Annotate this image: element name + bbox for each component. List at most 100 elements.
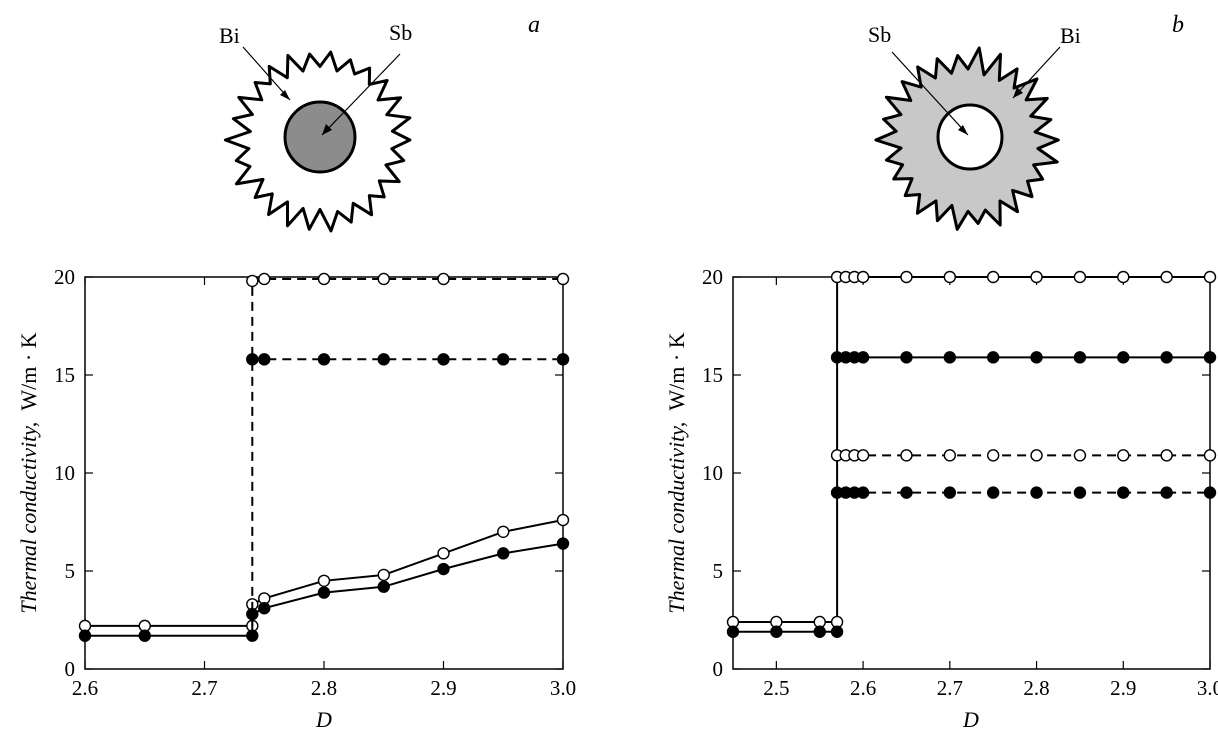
- chart-a-data-point: [437, 272, 450, 286]
- chart-b-series: [726, 270, 1217, 638]
- chart-b-data-point: [830, 625, 844, 638]
- chart-b-xtick-label: 2.9: [1110, 676, 1136, 700]
- chart-a-data-point: [258, 353, 271, 366]
- chart-b-data-point: [1160, 270, 1173, 284]
- chart-a-data-point: [138, 629, 151, 642]
- chart-b-data-point: [986, 486, 1000, 499]
- chart-b-data-point: [770, 625, 783, 638]
- chart-b-data-point: [943, 449, 957, 462]
- chart-b-data-point: [1117, 449, 1130, 462]
- inset-b-inner-arrow: [891, 51, 969, 136]
- inset-a-outer-arrowhead: [280, 90, 290, 100]
- chart-a-data-point: [258, 602, 271, 615]
- chart-a-xtick-label: 2.9: [430, 676, 456, 700]
- inset-a: Bi Sb a: [219, 12, 540, 233]
- chart-b-data-point: [943, 351, 957, 364]
- chart-b-data-point: [900, 486, 913, 499]
- chart-b-ytick-label: 10: [702, 461, 723, 485]
- chart-b-data-point: [1030, 449, 1043, 462]
- chart-b-data-point: [900, 449, 913, 462]
- chart-b-data-point: [1203, 449, 1217, 462]
- chart-a-ylabel-italic: Thermal conductivity,: [16, 422, 41, 614]
- chart-b-data-point: [943, 486, 957, 499]
- inset-a-inner-arrow: [321, 53, 401, 136]
- chart-b-data-point: [726, 625, 740, 638]
- chart-a-data-point: [246, 274, 259, 288]
- chart-a-ytick-label: 10: [54, 461, 75, 485]
- chart-b-data-point: [986, 270, 1000, 284]
- chart-b-data-point: [1160, 351, 1173, 364]
- chart-b-data-point: [1160, 449, 1173, 462]
- inset-b-inner-arrowhead: [958, 125, 968, 135]
- chart-b-data-point: [856, 270, 870, 284]
- chart-a-data-point: [377, 580, 390, 593]
- chart-a-ytick-label: 0: [65, 657, 76, 681]
- chart-a-data-point: [556, 513, 570, 527]
- chart-b-data-point: [1203, 351, 1217, 364]
- chart-a-axes: 2.6 2.7 2.8 2.9 3.0 0 5 10 15 20: [54, 265, 576, 700]
- chart-b-ytick-label: 20: [702, 265, 723, 289]
- chart-a-data-point: [258, 272, 271, 286]
- chart-b-data-point: [856, 351, 870, 364]
- chart-b-ylabel: Thermal conductivity, W/m · K: [664, 332, 689, 613]
- inset-a-inner-label: Sb: [389, 20, 412, 45]
- chart-b-ylabel-italic: Thermal conductivity,: [664, 422, 689, 614]
- chart-a-series-line: [251, 278, 563, 626]
- chart-a-xtick-label: 3.0: [550, 676, 576, 700]
- chart-a-data-point: [377, 272, 390, 286]
- chart-b-xtick-label: 2.5: [763, 676, 789, 700]
- inset-b-core: [936, 103, 1004, 171]
- inset-a-outer-arrow: [242, 46, 291, 101]
- chart-a-data-point: [497, 353, 510, 366]
- chart-b: 2.5 2.6 2.7 2.8 2.9 3.0 0 5 10 15 20 D Thermal con…: [664, 265, 1218, 732]
- chart-a-data-point: [246, 353, 259, 366]
- chart-a-data-point: [317, 353, 331, 366]
- chart-a-data-point: [377, 568, 390, 582]
- chart-b-xtick-label: 3.0: [1197, 676, 1218, 700]
- chart-b-data-point: [1160, 486, 1173, 499]
- chart-b-data-point: [1073, 486, 1087, 499]
- chart-a-series: [78, 272, 570, 642]
- inset-b-outer-arrowhead: [1013, 87, 1023, 98]
- chart-b-series-line: [733, 277, 839, 623]
- inset-a-outer-label: Bi: [219, 23, 240, 48]
- chart-b-data-point: [1073, 270, 1087, 284]
- chart-a-series-line: [85, 519, 564, 627]
- chart-b-data-point: [900, 270, 913, 284]
- chart-b-data-point: [943, 270, 957, 284]
- chart-a-data-point: [556, 272, 570, 286]
- chart-b-frame: [732, 276, 1211, 670]
- inset-a-core: [283, 100, 357, 174]
- chart-a-data-point: [317, 272, 331, 286]
- chart-a-series-line: [85, 542, 564, 637]
- chart-b-data-point: [1030, 486, 1043, 499]
- chart-a-data-point: [317, 574, 331, 587]
- inset-b: Sb Bi b: [868, 12, 1184, 231]
- chart-a-data-point: [437, 353, 450, 366]
- chart-b-data-point: [1203, 486, 1217, 499]
- chart-b-data-point: [1117, 486, 1130, 499]
- inset-b-outer-label: Bi: [1060, 23, 1081, 48]
- chart-b-data-point: [813, 625, 826, 638]
- chart-b-data-point: [986, 351, 1000, 364]
- panel-b-letter: b: [1172, 12, 1184, 38]
- chart-a-ytick-label: 5: [65, 559, 76, 583]
- chart-b-ytick-label: 5: [713, 559, 724, 583]
- chart-b-data-point: [1030, 351, 1043, 364]
- chart-b-xlabel: D: [962, 707, 979, 732]
- chart-b-data-point: [1073, 449, 1087, 462]
- chart-a-xtick-label: 2.8: [311, 676, 337, 700]
- chart-b-ytick-label: 0: [713, 657, 724, 681]
- chart-a-data-point: [497, 525, 510, 538]
- chart-b-ylabel-unit: W/m · K: [664, 332, 689, 410]
- chart-a-data-point: [556, 537, 570, 550]
- chart-b-ytick-label: 15: [702, 363, 723, 387]
- chart-b-data-point: [1203, 270, 1217, 284]
- chart-b-data-point: [1117, 351, 1130, 364]
- chart-a-data-point: [246, 629, 259, 642]
- chart-b-axes: 2.5 2.6 2.7 2.8 2.9 3.0 0 5 10 15 20: [702, 265, 1218, 700]
- chart-a-data-point: [556, 353, 570, 366]
- panel-a-letter: a: [528, 12, 540, 38]
- chart-a-frame: [84, 276, 564, 670]
